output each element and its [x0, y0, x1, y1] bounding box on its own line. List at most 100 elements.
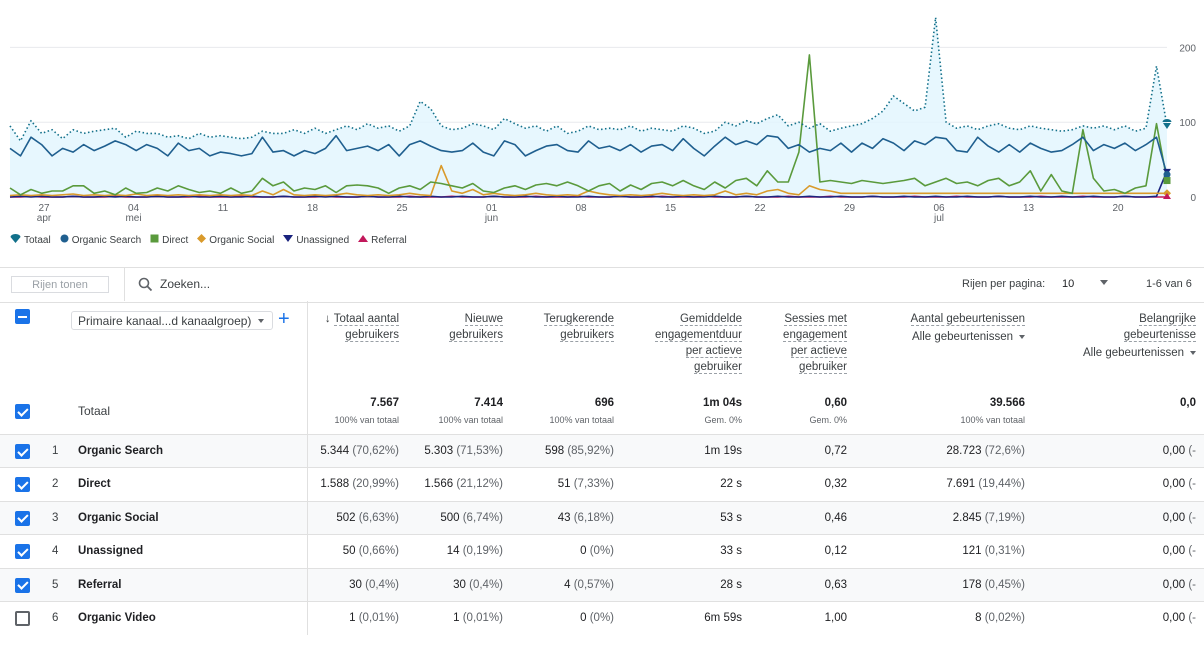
column-header-text: Aantal gebeurtenissen — [910, 313, 1025, 326]
row-checkbox[interactable] — [15, 577, 30, 593]
primary-dimension-select[interactable]: Primaire kanaal...d kanaalgroep) — [71, 311, 273, 330]
column-header-line: ↓ Totaal aantal — [219, 311, 399, 327]
metric-value: 22 s — [720, 478, 742, 491]
metric-cell: 178 (0,45%) — [962, 579, 1025, 591]
metric-cell: 4 (0,57%) — [564, 579, 614, 591]
total-area-fill — [10, 17, 1167, 197]
row-checkbox[interactable] — [15, 444, 30, 459]
search-input[interactable] — [160, 275, 460, 293]
metric-cell: 1.566 (21,12%) — [424, 478, 503, 490]
column-header-text: gebruiker — [799, 361, 847, 374]
circle-marker-icon — [60, 234, 69, 246]
total-end-marker — [1162, 118, 1172, 129]
metric-percentage: (20,99%) — [352, 478, 399, 491]
table-row[interactable]: 2 Direct 1.588 (20,99%) 1.566 (21,12%) 51 (7… — [0, 467, 1204, 502]
search-icon — [138, 277, 153, 292]
row-checkbox[interactable] — [15, 510, 30, 526]
legend-label: Unassigned — [296, 234, 350, 246]
legend-item-referral[interactable]: Referral — [358, 234, 407, 246]
total-value: 0,0 — [1180, 397, 1196, 409]
y-tick-label: 0 — [1190, 193, 1196, 204]
column-header-text: per actieve — [685, 345, 742, 358]
column-header[interactable]: Terugkerende gebruikers — [434, 311, 614, 343]
table-row[interactable]: 6 Organic Video 1 (0,01%) 1 (0,01%) 0 (0%) 6m… — [0, 601, 1204, 635]
column-header-text: gebruikers — [345, 329, 399, 342]
row-index: 1 — [52, 445, 59, 457]
metric-cell: 7.691 (19,44%) — [946, 478, 1025, 490]
metric-percentage: (- — [1188, 478, 1196, 491]
x-tick-month-label: jul — [933, 213, 944, 224]
table-row[interactable]: 3 Organic Social 502 (6,63%) 500 (6,74%) 43 … — [0, 500, 1204, 535]
metric-percentage: (0,4%) — [469, 578, 503, 591]
triangle-down-marker-icon — [283, 234, 294, 246]
column-header-line: Sessies met — [667, 311, 847, 327]
legend-item-totaal[interactable]: Totaal — [10, 233, 51, 247]
metric-cell: 0,12 — [825, 545, 847, 557]
metric-value: 6m 59s — [704, 612, 742, 624]
metric-value: 4 — [564, 578, 571, 591]
legend-item-unassigned[interactable]: Unassigned — [283, 234, 349, 246]
row-checkbox[interactable] — [15, 477, 30, 493]
x-tick-label: 11 — [218, 203, 229, 214]
column-header-text: engagement — [783, 329, 847, 342]
column-header-text: gebruikers — [560, 329, 614, 342]
column-header[interactable]: Gemiddelde engagementduur per actieve gebru… — [562, 311, 742, 375]
row-index: 3 — [52, 511, 59, 524]
metric-cell: 0,00 (- — [1163, 612, 1196, 624]
column-header-line: Aantal gebeurtenissen — [845, 311, 1025, 327]
column-header-text: Sessies met — [784, 313, 847, 326]
event-filter-label: Alle gebeurtenissen — [911, 331, 1013, 343]
show-rows-button[interactable]: Rijen tonen — [11, 276, 109, 293]
x-tick-label: 18 — [307, 203, 319, 214]
x-tick-label: 25 — [396, 203, 408, 214]
column-header-text: gebeurtenisse — [1123, 329, 1196, 342]
rows-per-page-select[interactable]: 10 — [1062, 278, 1075, 290]
metric-percentage: (- — [1188, 445, 1196, 457]
metric-cell: 43 (6,18%) — [558, 512, 614, 524]
legend-item-organic-social[interactable]: Organic Social — [197, 234, 274, 246]
y-tick-label: 200 — [1179, 43, 1196, 54]
table-row[interactable]: 5 Referral 30 (0,4%) 30 (0,4%) 4 (0,57%) 28 s… — [0, 567, 1204, 602]
row-checkbox[interactable] — [15, 611, 30, 626]
metric-cell: 2.845 (7,19%) — [953, 512, 1025, 524]
select-all-checkbox[interactable] — [15, 309, 30, 324]
metric-value: 14 — [446, 545, 460, 558]
x-tick-label: 22 — [754, 203, 766, 214]
event-filter-select[interactable]: Alle gebeurtenissen — [1016, 345, 1196, 361]
direct-end-marker — [1163, 177, 1171, 185]
metric-cell: 0 (0%) — [580, 612, 614, 624]
primary-dimension-label: Primaire kanaal...d kanaalgroep) — [78, 313, 252, 328]
column-header[interactable]: ↓ Totaal aantal gebruikers — [219, 311, 399, 343]
x-tick-label: 06 — [933, 203, 945, 214]
column-header[interactable]: Nieuwe gebruikers — [323, 311, 503, 343]
dimension-header: Primaire kanaal...d kanaalgroep) + Totaa… — [0, 301, 308, 434]
legend-label: Organic Social — [209, 234, 275, 246]
column-header[interactable]: Belangrijke gebeurtenisse Alle gebeurtenis… — [1016, 311, 1196, 361]
metric-cell: 14 (0,19%) — [447, 545, 503, 557]
series-line-direct — [9, 54, 1168, 196]
metric-value: 5.303 — [424, 445, 454, 457]
row-checkbox[interactable] — [15, 544, 30, 560]
chevron-down-icon[interactable] — [1100, 280, 1108, 285]
event-filter-select[interactable]: Alle gebeurtenissen — [845, 329, 1025, 345]
metric-cell: 1.588 (20,99%) — [320, 478, 399, 490]
metric-percentage: (0%) — [589, 545, 614, 558]
column-header[interactable]: Aantal gebeurtenissen Alle gebeurtenissen — [845, 311, 1025, 345]
metric-value: 7.691 — [946, 478, 976, 491]
column-header-text: Totaal aantal — [333, 313, 399, 326]
x-tick-label: 15 — [665, 203, 677, 214]
metric-value: 50 — [342, 545, 356, 558]
legend-label: Direct — [162, 234, 189, 246]
table-row[interactable]: 1 Organic Search 5.344 (70,62%) 5.303 (71,5… — [0, 434, 1204, 468]
legend-item-direct[interactable]: Direct — [150, 234, 188, 246]
column-header-text: Gemiddelde — [679, 313, 742, 326]
total-row-checkbox[interactable] — [15, 404, 30, 419]
add-dimension-button[interactable]: + — [278, 308, 290, 330]
legend-item-organic-search[interactable]: Organic Search — [60, 234, 141, 246]
metric-percentage: (21,12%) — [456, 478, 503, 491]
table-row[interactable]: 4 Unassigned 50 (0,66%) 14 (0,19%) 0 (0%) 33 … — [0, 534, 1204, 569]
legend-label: Totaal — [24, 234, 51, 246]
column-header[interactable]: Sessies met engagement per actieve gebruike… — [667, 311, 847, 375]
metric-cell: 0,72 — [825, 445, 847, 457]
metric-value: 53 s — [720, 511, 742, 524]
